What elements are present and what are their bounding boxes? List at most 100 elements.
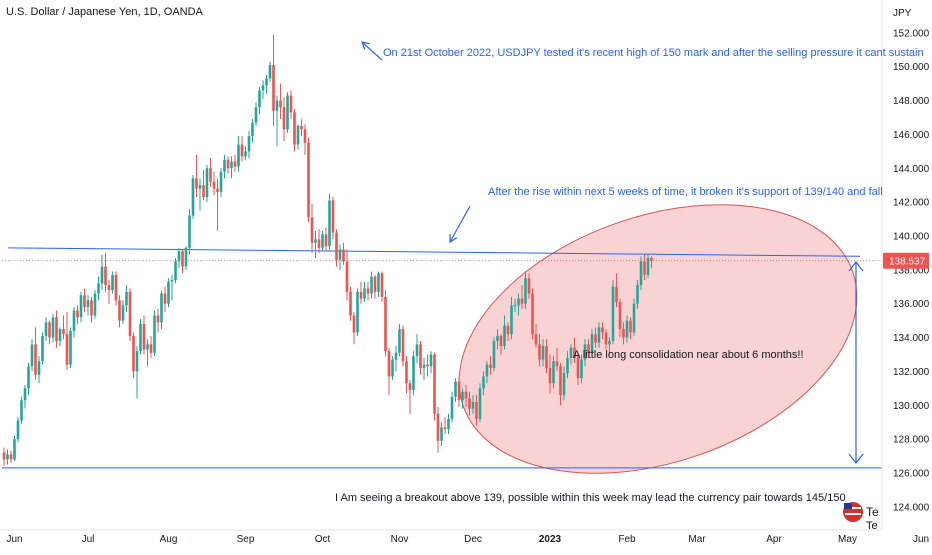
candle-body [6,454,9,460]
candle-body [401,329,405,362]
candle [65,312,69,370]
candle-body [629,320,632,333]
candle [419,340,422,375]
arrow-mid-head [449,233,458,244]
candle-body [279,100,282,108]
candle-body [41,335,44,362]
candle [625,315,629,343]
candle [373,274,377,299]
candle [9,450,13,463]
candle-body [223,159,226,172]
candle [205,164,209,203]
candle-body [324,234,328,247]
candle-body [20,400,23,421]
candle-body [587,344,590,353]
candle-body [482,376,485,389]
candle [345,249,349,301]
candle [174,257,177,284]
candle [496,329,499,350]
candle-body [601,327,604,333]
candle [436,406,440,453]
candle [300,119,303,137]
candle [541,339,545,367]
candle-body [48,322,51,338]
candle [188,208,191,255]
time-tick-label: Aug [160,534,178,545]
candle-body [219,171,223,192]
candle [426,354,429,377]
candle-body [569,347,573,358]
candle-body [520,298,524,304]
candle [583,339,587,367]
candle-body [244,151,247,157]
time-tick-label: 2023 [539,534,562,545]
candle [27,362,30,396]
candle [356,288,359,336]
candle-body [391,359,394,377]
candle-body [139,324,142,352]
candle [79,291,83,323]
candle [223,154,226,179]
candle [394,346,398,372]
candle-body [454,381,457,397]
candle [384,290,387,357]
candle-body [79,295,83,318]
candle [198,178,202,211]
candle-body [286,95,289,130]
candle-body [146,344,149,350]
candle-body [86,300,90,308]
candle [464,384,468,407]
candle [272,34,275,126]
candle [468,391,471,416]
candle-body [233,161,237,167]
candle [489,356,492,375]
candle-body [412,356,415,391]
candle-body [118,300,121,321]
candle-body [594,334,597,343]
candle [41,332,44,365]
candle [611,279,615,345]
candle-body [34,344,37,375]
candle-body [65,334,69,365]
candle-body [583,344,587,360]
candle-body [93,293,97,316]
candle-body [468,398,471,409]
watermark-text: Te [866,505,879,519]
candle [86,295,90,316]
arrow-top-head [361,41,370,50]
candle [314,230,317,258]
candle [156,308,160,333]
candle-body [104,266,107,286]
current-price-badge [883,252,929,269]
candle-body [559,366,562,396]
candle-body [170,279,174,282]
candle-body [237,144,240,167]
candle-body [303,129,307,143]
annotation-top: On 21st October 2022, USDJPY tested it's… [383,47,924,59]
candle-body [282,107,286,130]
price-tick-label: 150.000 [893,62,930,73]
candle [310,203,314,253]
price-tick-label: 140.000 [893,231,930,242]
candle-body [429,354,433,367]
price-tick-label: 142.000 [893,198,930,209]
candle-body [370,276,373,294]
candle-body [485,364,489,377]
candle-body [247,136,251,152]
candle-body [517,298,520,306]
candle [401,325,405,367]
candle-body [198,185,202,189]
arrow-top [361,41,383,61]
candle [48,320,51,345]
candle [503,315,506,350]
candle [69,327,72,369]
candle-body [307,142,310,218]
candle-body [419,344,422,369]
candle-body [387,351,391,377]
candle [265,75,268,94]
price-tick-label: 138.000 [893,265,930,276]
candle [618,298,622,338]
flag-stripe [845,507,861,509]
candle-body [111,274,114,291]
candle [20,396,23,424]
